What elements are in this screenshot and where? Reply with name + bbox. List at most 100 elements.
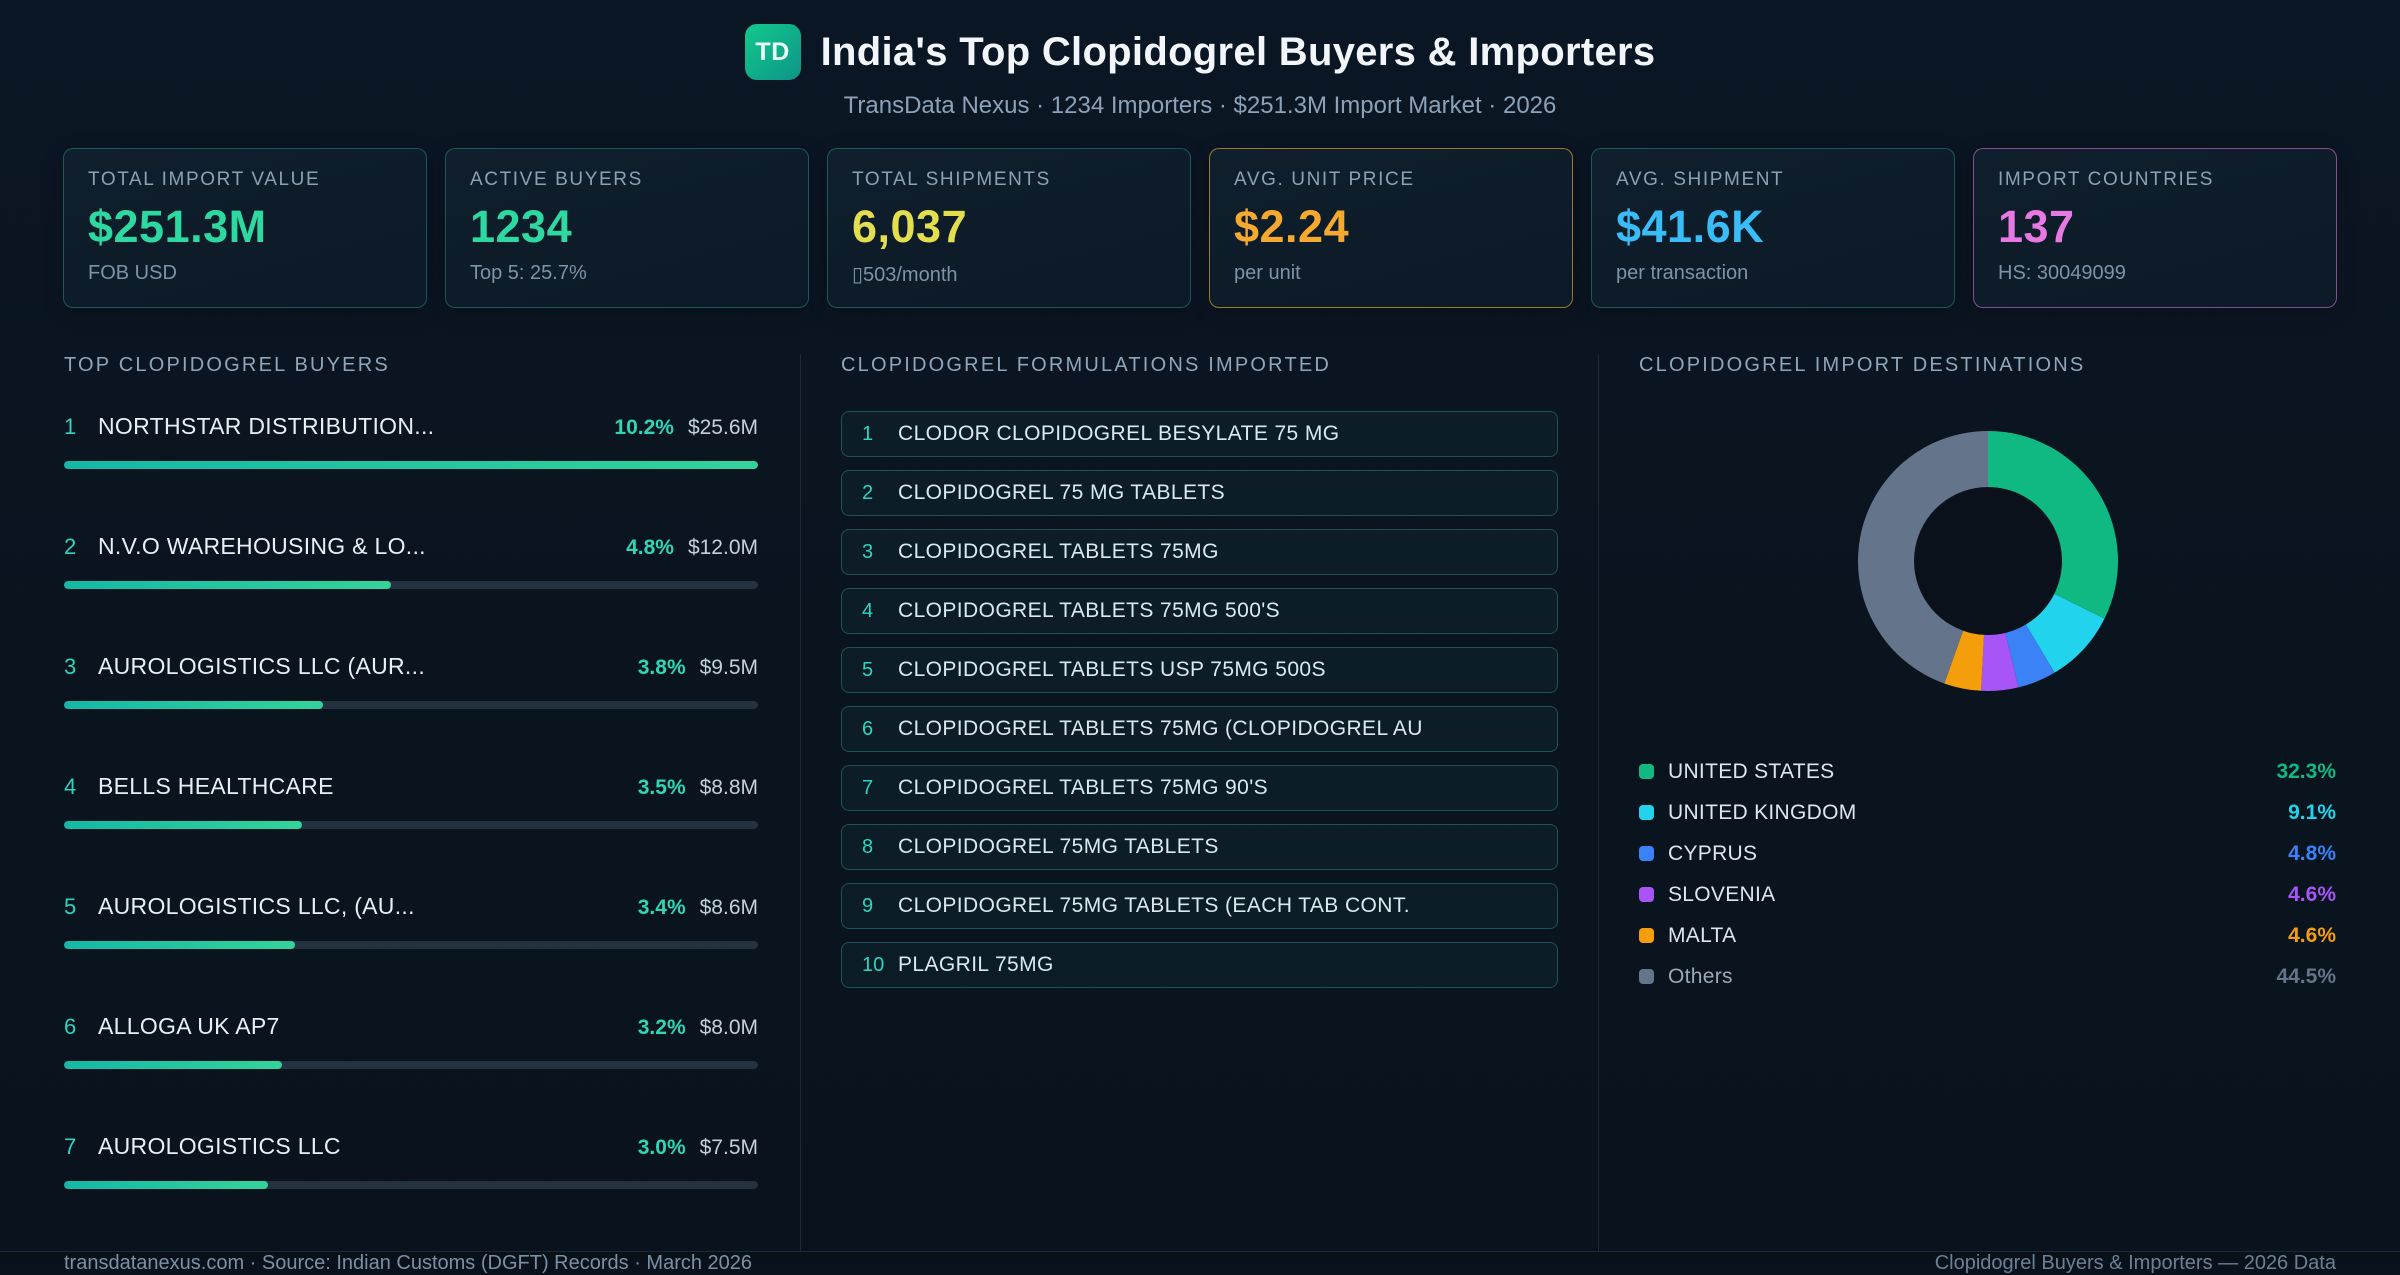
stats-row: TOTAL IMPORT VALUE $251.3M FOB USD ACTIV… [63,148,2337,308]
buyer-row[interactable]: 6 ALLOGA UK AP7 3.2% $8.0M [64,1011,758,1069]
stat-subtext: per transaction [1616,262,1749,284]
buyer-rank: 2 [64,534,77,559]
buyer-row[interactable]: 3 AUROLOGISTICS LLC (AUR... 3.8% $9.5M [64,651,758,709]
buyer-name: N.V.O WAREHOUSING & LO... [98,533,426,559]
formulation-name: CLOPIDOGREL 75MG TABLETS [898,835,1219,858]
formulation-item[interactable]: 10 PLAGRIL 75MG [841,942,1558,988]
legend-percent: 44.5% [2276,964,2336,988]
stat-value: 6,037 [852,201,968,252]
buyer-row[interactable]: 4 BELLS HEALTHCARE 3.5% $8.8M [64,771,758,829]
legend-swatch [1639,969,1654,984]
formulation-item[interactable]: 2 CLOPIDOGREL 75 MG TABLETS [841,470,1558,516]
brand-badge: TD [744,24,801,80]
legend-label: SLOVENIA [1668,882,1776,906]
donut-hole [1914,488,2061,634]
donut-chart-svg [1857,431,2118,691]
import-destinations-donut[interactable] [1838,411,2138,711]
buyer-value: $9.5M [699,656,758,679]
formulations-panel-title: CLOPIDOGREL FORMULATIONS IMPORTED [841,354,1332,376]
stat-value: $2.24 [1234,201,1350,252]
legend-label: Others [1668,964,1733,988]
buyer-row[interactable]: 7 AUROLOGISTICS LLC 3.0% $7.5M [64,1131,758,1189]
legend-item-others[interactable]: Others 44.5% [1639,964,2336,989]
stat-subtext: Top 5: 25.7% [470,262,587,284]
formulation-rank: 4 [862,599,874,622]
formulation-rank: 6 [862,717,874,740]
buyer-name: AUROLOGISTICS LLC [98,1133,341,1159]
stat-value: 1234 [470,201,573,252]
buyer-progress-fill [64,941,296,949]
buyer-progress-track [64,701,758,709]
formulation-name: CLOPIDOGREL TABLETS USP 75MG 500S [898,658,1326,681]
formulation-name: CLOPIDOGREL 75 MG TABLETS [898,481,1226,504]
formulation-item[interactable]: 9 CLOPIDOGREL 75MG TABLETS (EACH TAB CON… [841,883,1558,929]
formulation-name: PLAGRIL 75MG [898,953,1054,976]
legend-label: UNITED KINGDOM [1668,800,1857,824]
legend-item-malta[interactable]: MALTA 4.6% [1639,923,2336,948]
buyer-progress-track [64,821,758,829]
legend-swatch [1639,764,1654,779]
footer: transdatanexus.com · Source: Indian Cust… [0,1251,2400,1275]
legend-percent: 4.6% [2288,923,2336,947]
legend-item-united-states[interactable]: UNITED STATES 32.3% [1639,759,2336,784]
buyer-name: BELLS HEALTHCARE [98,773,334,799]
buyer-progress-fill [64,581,391,589]
buyer-name: NORTHSTAR DISTRIBUTION... [98,413,435,439]
buyer-row[interactable]: 5 AUROLOGISTICS LLC, (AU... 3.4% $8.6M [64,891,758,949]
stat-subtext: HS: 30049099 [1998,262,2126,284]
donut-slice-slovenia[interactable] [1980,632,2018,691]
formulation-item[interactable]: 6 CLOPIDOGREL TABLETS 75MG (CLOPIDOGREL … [841,706,1558,752]
formulation-item[interactable]: 8 CLOPIDOGREL 75MG TABLETS [841,824,1558,870]
destinations-panel-title: CLOPIDOGREL IMPORT DESTINATIONS [1639,354,2086,376]
buyer-name: AUROLOGISTICS LLC (AUR... [98,653,426,679]
footer-source-text: transdatanexus.com · Source: Indian Cust… [64,1252,753,1274]
legend-item-united-kingdom[interactable]: UNITED KINGDOM 9.1% [1639,800,2336,825]
legend-percent: 32.3% [2276,759,2336,783]
buyer-row[interactable]: 1 NORTHSTAR DISTRIBUTION... 10.2% $25.6M [64,411,758,469]
legend-percent: 9.1% [2288,800,2336,824]
formulation-item[interactable]: 3 CLOPIDOGREL TABLETS 75MG [841,529,1558,575]
legend-item-cyprus[interactable]: CYPRUS 4.8% [1639,841,2336,866]
stat-value: $251.3M [88,201,267,252]
stat-card-import-countries: IMPORT COUNTRIES 137 HS: 30049099 [1973,148,2337,308]
buyers-panel: TOP CLOPIDOGREL BUYERS 1 NORTHSTAR DISTR… [0,354,800,1251]
stat-label: AVG. UNIT PRICE [1234,169,1415,190]
formulation-item[interactable]: 4 CLOPIDOGREL TABLETS 75MG 500'S [841,588,1558,634]
buyer-rank: 1 [64,414,77,439]
donut-slice-united-kingdom[interactable] [2025,593,2104,673]
buyer-progress-fill [64,461,758,469]
buyer-progress-track [64,1061,758,1069]
donut-slice-cyprus[interactable] [2004,624,2055,688]
formulation-item[interactable]: 7 CLOPIDOGREL TABLETS 75MG 90'S [841,765,1558,811]
buyer-progress-track [64,1181,758,1189]
page-subtitle: TransData Nexus · 1234 Importers · $251.… [843,92,1557,119]
stat-value: $41.6K [1616,201,1765,252]
buyer-value: $8.6M [699,896,758,919]
legend-item-slovenia[interactable]: SLOVENIA 4.6% [1639,882,2336,907]
formulation-item[interactable]: 1 CLODOR CLOPIDOGREL BESYLATE 75 MG [841,411,1558,457]
header: TD India's Top Clopidogrel Buyers & Impo… [0,0,2400,138]
formulation-name: CLOPIDOGREL 75MG TABLETS (EACH TAB CONT. [898,894,1410,917]
stat-label: AVG. SHIPMENT [1616,169,1785,190]
donut-slice-united-states[interactable] [1987,431,2118,619]
stat-subtext: per unit [1234,262,1301,284]
buyer-progress-fill [64,701,323,709]
destinations-legend: UNITED STATES 32.3% UNITED KINGDOM 9.1% … [1639,759,2336,989]
legend-label: UNITED STATES [1668,759,1835,783]
stat-label: TOTAL IMPORT VALUE [88,169,321,190]
formulation-rank: 3 [862,540,874,563]
legend-label: MALTA [1668,923,1737,947]
formulation-item[interactable]: 5 CLOPIDOGREL TABLETS USP 75MG 500S [841,647,1558,693]
buyer-rank: 6 [64,1014,77,1039]
footer-report-label: Clopidogrel Buyers & Importers — 2026 Da… [1934,1252,2336,1274]
donut-slice-malta[interactable] [1943,630,1984,691]
buyer-share: 3.2% [637,1016,686,1039]
buyer-row[interactable]: 2 N.V.O WAREHOUSING & LO... 4.8% $12.0M [64,531,758,589]
formulation-rank: 7 [862,776,874,799]
legend-percent: 4.6% [2288,882,2336,906]
formulation-rank: 2 [862,481,874,504]
donut-slice-others[interactable] [1857,431,1988,684]
formulations-panel: CLOPIDOGREL FORMULATIONS IMPORTED 1 CLOD… [800,354,1598,1251]
buyer-name: ALLOGA UK AP7 [98,1013,280,1039]
buyer-share: 10.2% [614,416,674,439]
